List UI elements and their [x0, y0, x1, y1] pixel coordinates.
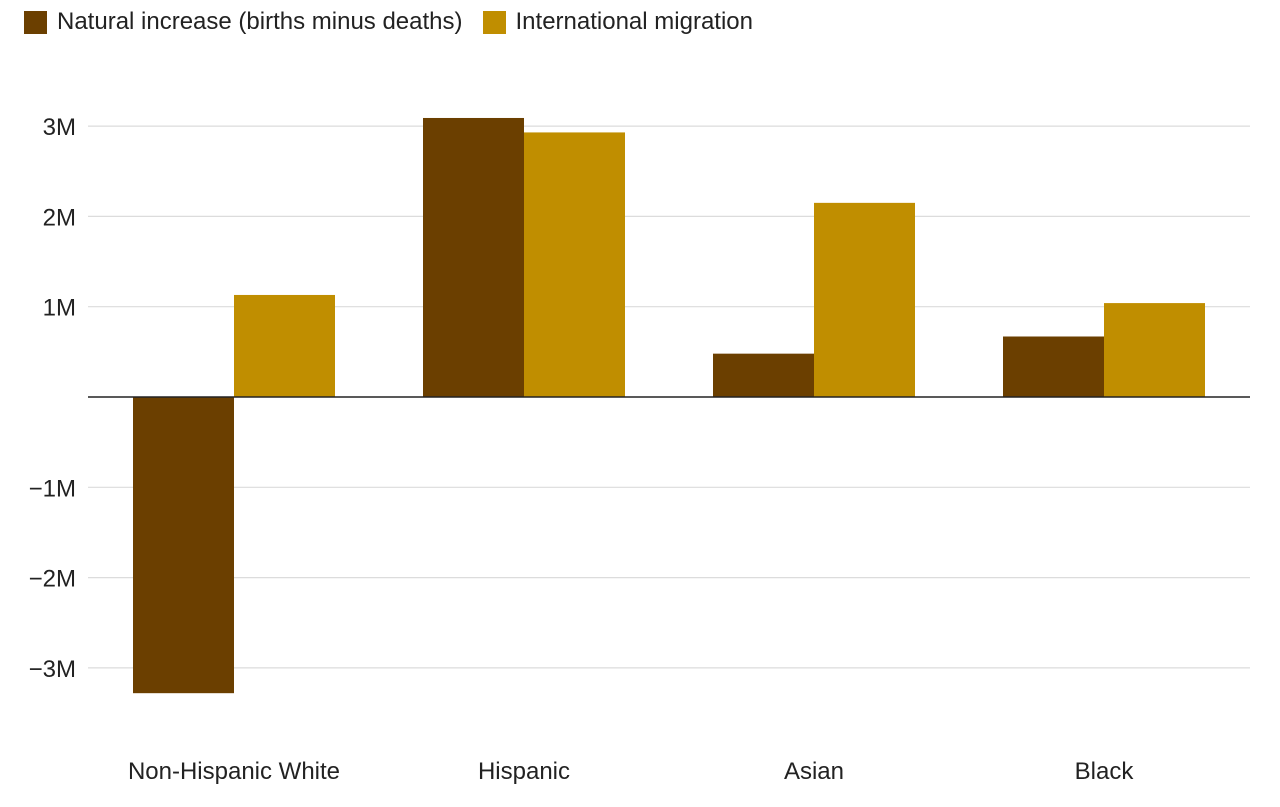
legend-item-natural-increase: Natural increase (births minus deaths): [24, 8, 463, 36]
y-tick-label: −2M: [29, 566, 76, 593]
x-category-label: Asian: [784, 758, 844, 785]
y-tick-label: 3M: [43, 114, 76, 141]
y-axis-ticks: 3M 2M 1M −1M −2M −3M: [29, 114, 76, 683]
bar-international-migration-2: [814, 202, 915, 397]
bar-international-migration-0: [234, 294, 335, 397]
legend-label-natural-increase: Natural increase (births minus deaths): [57, 8, 463, 35]
x-axis-categories: Non-Hispanic White Hispanic Asian Black: [128, 758, 1134, 785]
bars: [133, 117, 1205, 694]
x-category-label: Black: [1075, 758, 1135, 785]
x-category-label: Hispanic: [478, 758, 570, 785]
bar-international-migration-1: [524, 132, 625, 397]
x-category-label: Non-Hispanic White: [128, 758, 340, 785]
bar-natural-increase-0: [133, 397, 234, 694]
bar-natural-increase-2: [713, 353, 814, 397]
bar-natural-increase-3: [1003, 336, 1104, 397]
legend-swatch-natural-increase: [24, 10, 47, 34]
y-tick-label: −1M: [29, 475, 76, 502]
legend-label-international-migration: International migration: [515, 8, 753, 35]
y-tick-label: 1M: [43, 295, 76, 322]
legend-swatch-international-migration: [482, 10, 506, 34]
bar-natural-increase-1: [423, 117, 524, 398]
gridlines: [88, 125, 1250, 669]
legend: Natural increase (births minus deaths) I…: [24, 8, 773, 36]
bar-international-migration-3: [1104, 303, 1205, 397]
y-tick-label: 2M: [43, 204, 76, 231]
legend-item-international-migration: International migration: [482, 8, 753, 36]
y-tick-label: −3M: [29, 656, 76, 683]
